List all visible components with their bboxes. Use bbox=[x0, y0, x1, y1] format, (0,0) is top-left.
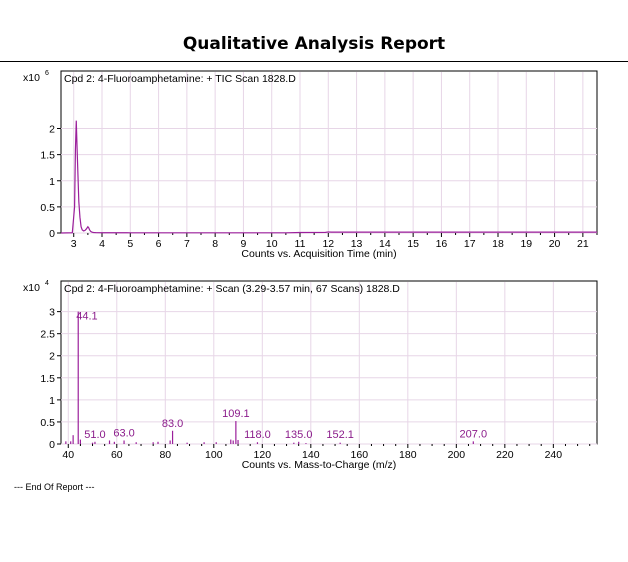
peak-label: 118.0 bbox=[244, 429, 271, 441]
x-tick-label: 3 bbox=[71, 238, 77, 250]
y-tick-label: 2.5 bbox=[40, 329, 55, 341]
x-tick-label: 15 bbox=[407, 238, 419, 250]
x-axis-title: Counts vs. Mass-to-Charge (m/z) bbox=[242, 459, 397, 471]
x-tick-label: 100 bbox=[205, 449, 223, 461]
x-tick-label: 160 bbox=[351, 449, 369, 461]
peak-label: 109.1 bbox=[222, 408, 250, 420]
title-underline bbox=[0, 61, 628, 62]
y-tick-label: 0 bbox=[49, 439, 55, 451]
x-tick-label: 6 bbox=[156, 238, 162, 250]
y-tick-label: 3 bbox=[49, 307, 55, 319]
x-tick-label: 140 bbox=[302, 449, 320, 461]
x-tick-label: 12 bbox=[322, 238, 334, 250]
peak-label: 44.1 bbox=[76, 311, 97, 323]
x-tick-label: 16 bbox=[436, 238, 448, 250]
y-tick-label: 0 bbox=[49, 228, 55, 240]
x-tick-label: 20 bbox=[549, 238, 561, 250]
y-multiplier-exponent: 4 bbox=[45, 280, 49, 287]
end-of-report: --- End Of Report --- bbox=[14, 482, 95, 492]
x-tick-label: 200 bbox=[448, 449, 466, 461]
x-tick-label: 21 bbox=[577, 238, 589, 250]
plot-title: Cpd 2: 4-Fluoroamphetamine: + TIC Scan 1… bbox=[64, 73, 296, 85]
mass-spectrum-chart: Cpd 2: 4-Fluoroamphetamine: + Scan (3.29… bbox=[23, 280, 598, 471]
x-tick-label: 240 bbox=[545, 449, 563, 461]
peak-label: 83.0 bbox=[162, 418, 183, 430]
x-tick-label: 11 bbox=[295, 238, 306, 250]
y-tick-label: 2 bbox=[49, 351, 55, 363]
x-tick-label: 180 bbox=[399, 449, 417, 461]
x-tick-label: 5 bbox=[127, 238, 133, 250]
peak-label: 207.0 bbox=[460, 428, 488, 440]
y-multiplier-exponent: 6 bbox=[45, 70, 49, 77]
plot-frame bbox=[60, 280, 598, 445]
peak-label: 135.0 bbox=[285, 429, 313, 441]
x-tick-label: 18 bbox=[492, 238, 504, 250]
plot-frame bbox=[60, 70, 598, 234]
y-tick-label: 1.5 bbox=[40, 150, 55, 162]
x-tick-label: 40 bbox=[62, 449, 74, 461]
plot-title: Cpd 2: 4-Fluoroamphetamine: + Scan (3.29… bbox=[64, 283, 400, 295]
x-tick-label: 4 bbox=[99, 238, 105, 250]
x-tick-label: 19 bbox=[520, 238, 532, 250]
y-tick-label: 2 bbox=[49, 124, 55, 136]
x-tick-label: 120 bbox=[254, 449, 272, 461]
tic-trace-line bbox=[60, 120, 597, 234]
y-tick-label: 1.5 bbox=[40, 373, 55, 385]
x-axis-title: Counts vs. Acquisition Time (min) bbox=[241, 248, 396, 260]
peak-label: 51.0 bbox=[84, 429, 105, 441]
y-multiplier: x10 bbox=[23, 282, 40, 294]
x-tick-label: 60 bbox=[111, 449, 123, 461]
x-tick-label: 7 bbox=[184, 238, 190, 250]
x-tick-label: 80 bbox=[159, 449, 171, 461]
x-tick-label: 14 bbox=[379, 238, 391, 250]
peak-label: 152.1 bbox=[326, 429, 354, 441]
peak-label: 63.0 bbox=[113, 427, 134, 439]
y-tick-label: 1 bbox=[49, 176, 55, 188]
tic-chart: Cpd 2: 4-Fluoroamphetamine: + TIC Scan 1… bbox=[23, 70, 598, 260]
x-tick-label: 9 bbox=[241, 238, 247, 250]
y-tick-label: 1 bbox=[49, 395, 55, 407]
x-tick-label: 8 bbox=[212, 238, 218, 250]
y-tick-label: 0.5 bbox=[40, 202, 55, 214]
report-title: Qualitative Analysis Report bbox=[182, 34, 446, 54]
x-tick-label: 10 bbox=[266, 238, 278, 250]
x-tick-label: 17 bbox=[464, 238, 476, 250]
y-multiplier: x10 bbox=[23, 72, 40, 84]
x-tick-label: 220 bbox=[496, 449, 514, 461]
y-tick-label: 0.5 bbox=[40, 417, 55, 429]
x-tick-label: 13 bbox=[351, 238, 363, 250]
